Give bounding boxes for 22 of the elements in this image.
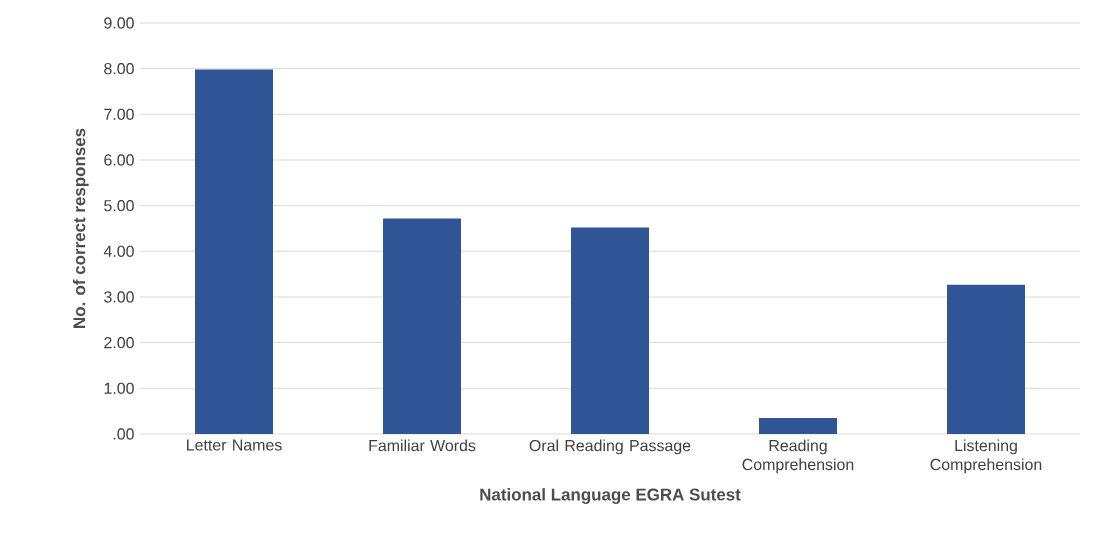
x-tick-label: Oral Reading Passage xyxy=(529,439,691,455)
bar xyxy=(383,218,462,434)
y-tick-label: 1.00 xyxy=(104,382,134,394)
y-tick-label: 8.00 xyxy=(104,63,134,75)
y-tick-label: 7.00 xyxy=(104,108,134,120)
x-tick-label: Reading Comprehension xyxy=(742,439,854,474)
bar xyxy=(759,418,838,434)
x-tick-label: Listening Comprehension xyxy=(930,439,1042,474)
x-tick-label: Letter Names xyxy=(187,439,282,451)
y-tick-label: .00 xyxy=(113,428,134,440)
y-tick-label: 5.00 xyxy=(104,200,134,212)
y-tick-label: 6.00 xyxy=(104,154,134,166)
bar xyxy=(947,284,1026,434)
bar xyxy=(195,69,274,434)
y-tick-label: 4.00 xyxy=(103,245,134,257)
x-axis-title: National Language EGRA Sutest xyxy=(480,488,741,504)
x-tick-label: Familiar Words xyxy=(369,439,476,452)
y-tick-label: 2.00 xyxy=(104,337,134,349)
y-axis-title: No. of correct responses xyxy=(72,128,89,328)
y-tick-label: 9.00 xyxy=(104,17,134,29)
y-tick-label: 3.00 xyxy=(104,291,134,303)
bar xyxy=(571,227,650,434)
